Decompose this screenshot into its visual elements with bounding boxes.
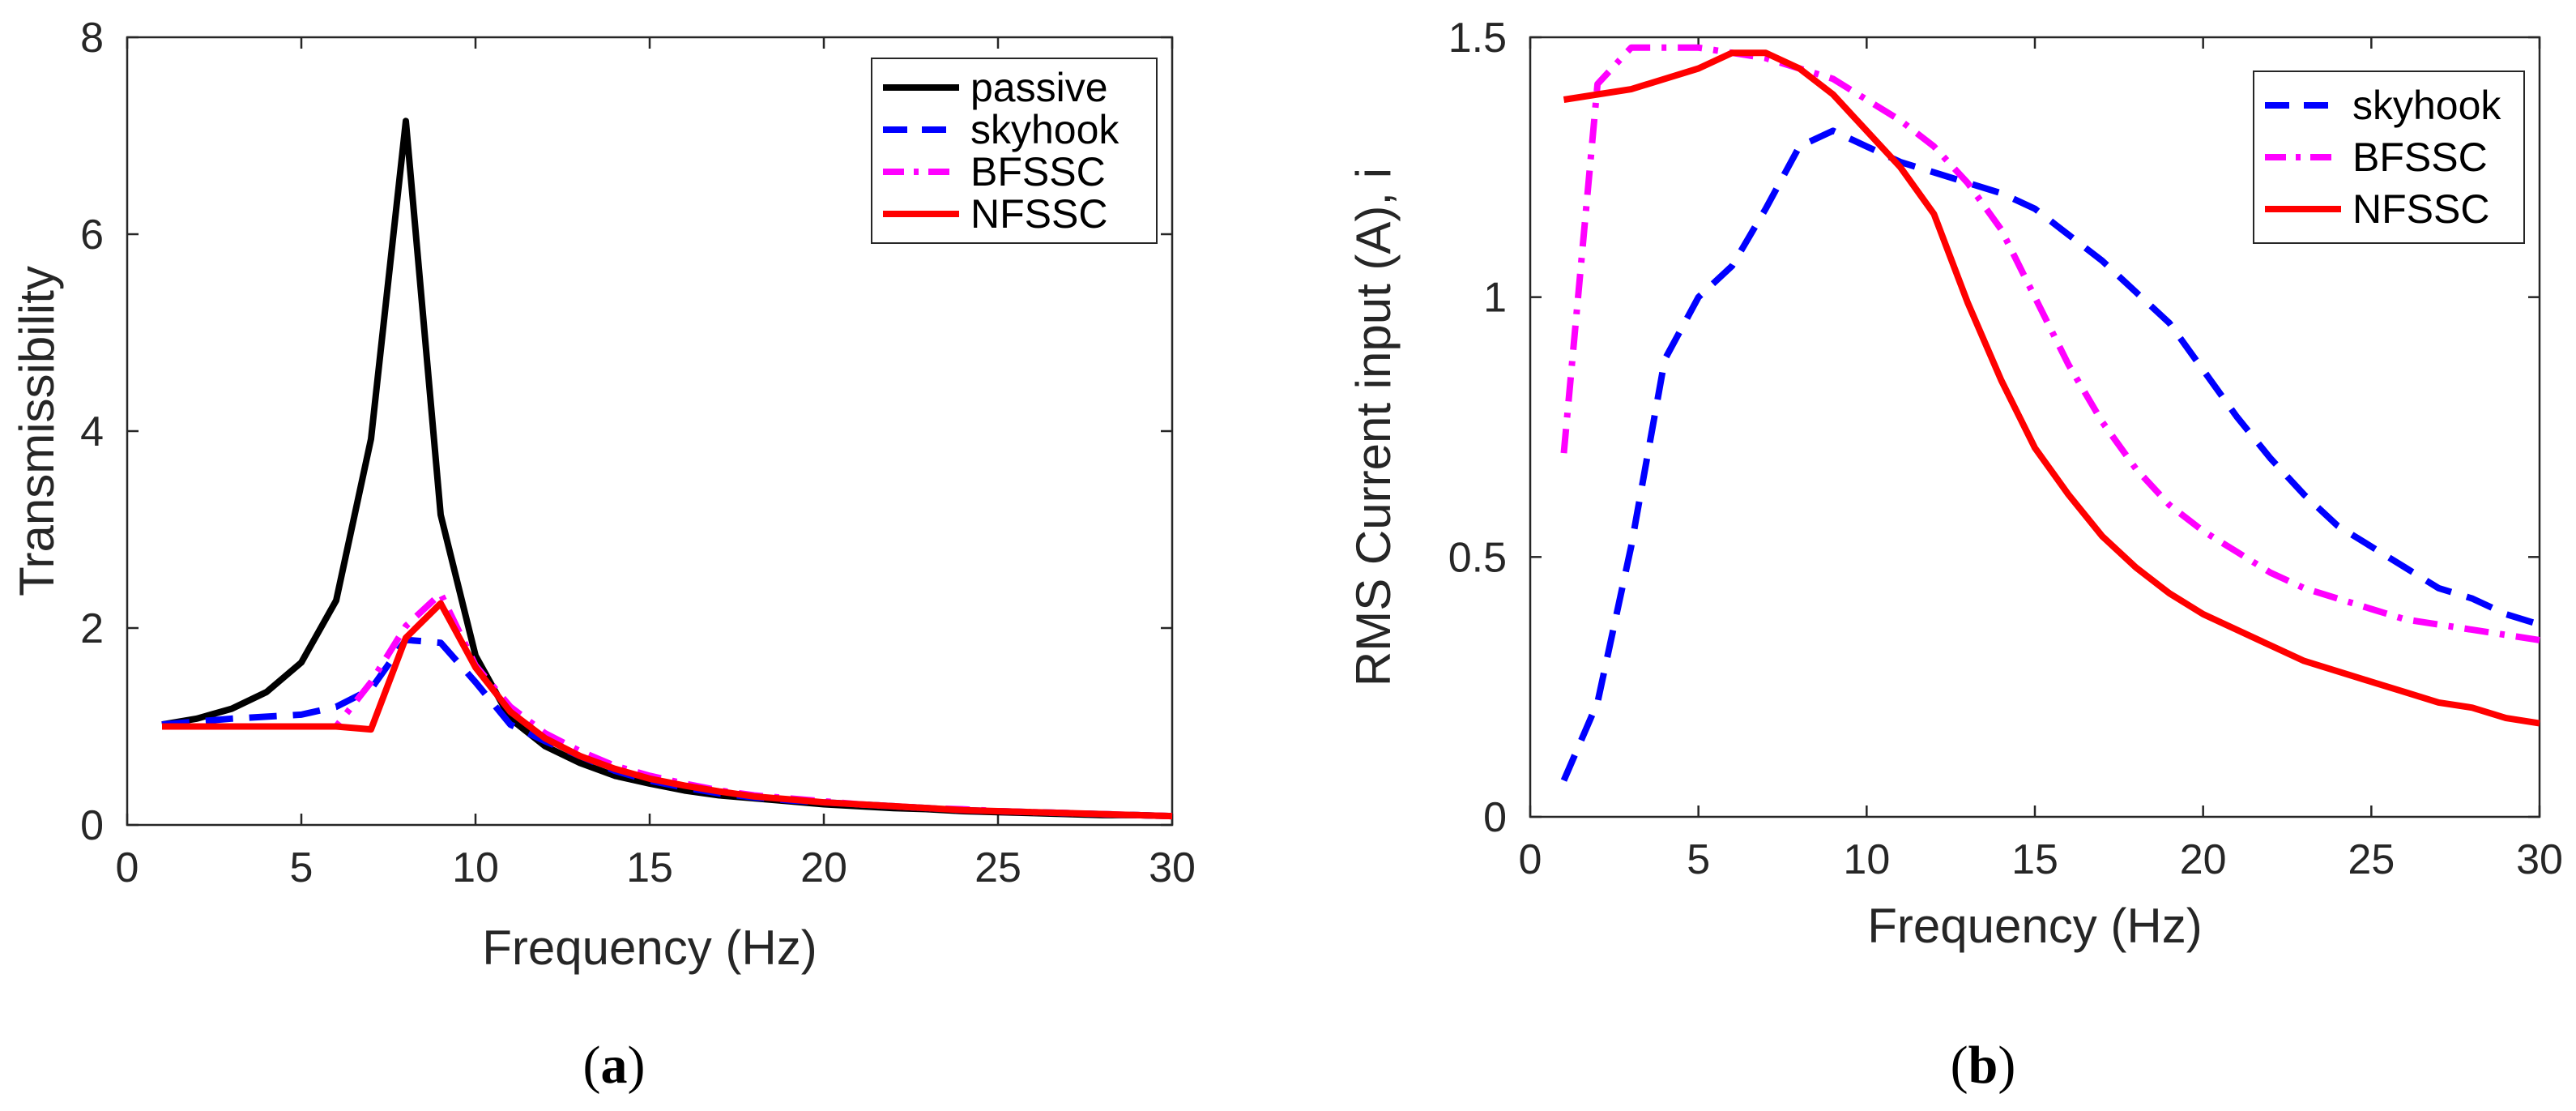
legend-label-skyhook: skyhook: [970, 107, 1120, 152]
y-tick-label: 1: [1483, 275, 1507, 322]
y-tick-label: 8: [80, 15, 104, 62]
x-tick-label: 0: [116, 844, 139, 891]
x-axis-label-a: Frequency (Hz): [482, 921, 817, 975]
x-tick-label: 25: [2348, 836, 2395, 883]
x-tick-label: 10: [1843, 836, 1890, 883]
series-line-nfssc: [1563, 49, 2540, 727]
y-tick-labels-b: 0 0.5 1 1.5: [1448, 15, 1507, 841]
caption-b-close: ): [1998, 1036, 2015, 1095]
chart-panel-b: 0 5 10 15 20 25 30 0 0.5 1 1.5 Frequency (Hz) RMS…: [1346, 15, 2563, 1095]
series-line-nfssc: [162, 600, 1173, 820]
y-tick-label: 1.5: [1448, 15, 1507, 62]
legend-label-bfssc: BFSSC: [2352, 135, 2488, 180]
series-line-skyhook: [1560, 127, 2541, 782]
y-tick-label: 4: [80, 408, 104, 455]
x-tick-label: 10: [452, 844, 499, 891]
y-tick-labels-a: 0 2 4 6 8: [80, 15, 104, 849]
x-tick-label: 20: [2180, 836, 2227, 883]
y-tick-label: 0.5: [1448, 534, 1507, 581]
x-tick-label: 20: [800, 844, 847, 891]
legend-label-nfssc: NFSSC: [2352, 186, 2489, 232]
tick-marks-a: [126, 36, 1174, 827]
x-tick-labels-b: 0 5 10 15 20 25 30: [1519, 836, 2563, 883]
legend-label-skyhook: skyhook: [2352, 83, 2501, 128]
series-group-a: [161, 118, 1173, 820]
x-axis-label-b: Frequency (Hz): [1867, 899, 2202, 953]
x-tick-label: 0: [1519, 836, 1542, 883]
x-tick-label: 15: [626, 844, 673, 891]
y-tick-label: 0: [80, 802, 104, 849]
y-tick-label: 0: [1483, 794, 1507, 841]
y-tick-label: 6: [80, 212, 104, 259]
tick-marks-b: [1529, 36, 2541, 818]
caption-a: (a): [583, 1036, 646, 1095]
caption-a-letter: a: [601, 1036, 628, 1095]
legend-label-nfssc: NFSSC: [970, 191, 1107, 237]
y-axis-label-b: RMS Current input (A), i: [1346, 168, 1401, 686]
caption-b: (b): [1951, 1036, 2016, 1095]
series-group-b: [1560, 44, 2541, 782]
x-tick-label: 30: [1149, 844, 1196, 891]
y-axis-label-a: Transmissibility: [10, 266, 64, 596]
x-tick-labels-a: 0 5 10 15 20 25 30: [116, 844, 1196, 891]
x-tick-label: 30: [2516, 836, 2563, 883]
caption-a-open: (: [583, 1036, 601, 1095]
caption-a-close: ): [628, 1036, 646, 1095]
caption-b-letter: b: [1968, 1036, 1998, 1095]
x-tick-label: 25: [975, 844, 1021, 891]
y-tick-label: 2: [80, 605, 104, 652]
x-tick-label: 15: [2011, 836, 2058, 883]
legend-label-bfssc: BFSSC: [970, 149, 1106, 194]
x-tick-label: 5: [1687, 836, 1710, 883]
legend-b: skyhook BFSSC NFSSC: [2253, 71, 2525, 244]
caption-b-open: (: [1951, 1036, 1968, 1095]
legend-label-passive: passive: [970, 65, 1108, 110]
x-tick-label: 5: [290, 844, 313, 891]
series-line-bfssc: [1560, 44, 2540, 643]
chart-panel-a: 0 5 10 15 20 25 30 0 2 4 6 8 Frequency (Hz) Transm…: [10, 15, 1196, 1095]
